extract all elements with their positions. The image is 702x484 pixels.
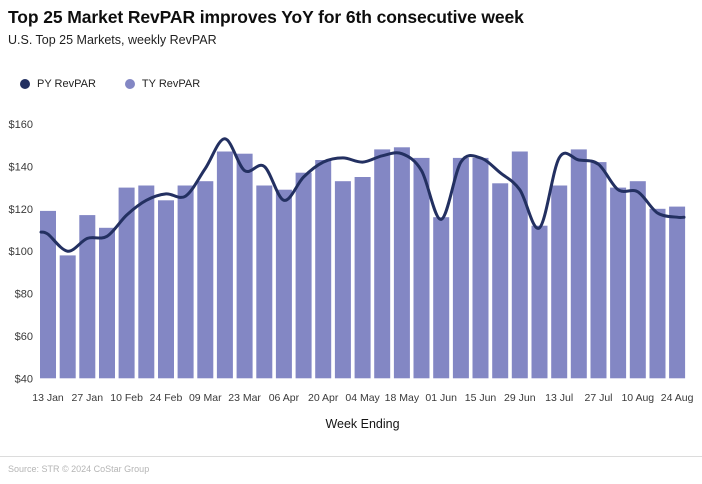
ty-legend-dot-icon xyxy=(124,79,135,89)
revpar-bar-line-chart: $40 $60 $80 $100 $120 $140 $160 13 Jan 27 Jan 10 … xyxy=(9,119,694,404)
x-axis-tick-label: 13 Jul xyxy=(545,392,573,404)
x-axis-tick-label: 06 Apr xyxy=(269,392,300,404)
ty-revpar-bar xyxy=(118,187,135,379)
page-title: Top 25 Market RevPAR improves YoY for 6t… xyxy=(8,7,524,27)
ty-revpar-bar xyxy=(99,227,115,379)
y-axis-tick-label: $60 xyxy=(15,331,33,343)
x-axis-tick-label: 10 Aug xyxy=(621,392,654,404)
footer-divider xyxy=(0,456,702,457)
x-axis-tick-label: 13 Jan xyxy=(32,392,64,404)
ty-revpar-bar xyxy=(295,172,312,379)
x-axis-tick-label: 24 Feb xyxy=(150,392,183,404)
legend-item-py-revpar: PY RevPAR xyxy=(20,78,96,90)
ty-revpar-bar xyxy=(452,157,469,379)
ty-revpar-bar xyxy=(590,162,607,379)
x-axis-tick-label: 27 Jul xyxy=(584,392,612,404)
ty-revpar-bar xyxy=(158,200,174,379)
x-axis-title: Week Ending xyxy=(325,417,400,431)
y-axis-tick-label: $100 xyxy=(9,246,33,258)
ty-revpar-bar xyxy=(413,157,430,379)
ty-revpar-bar xyxy=(374,149,391,379)
source-attribution: Source: STR © 2024 CoStar Group xyxy=(8,464,150,474)
x-axis-tick-label: 04 May xyxy=(345,392,380,404)
ty-revpar-bar xyxy=(629,181,646,379)
chart-legend: PY RevPAR TY RevPAR xyxy=(20,78,200,90)
x-axis-tick-label: 24 Aug xyxy=(661,392,694,404)
ty-revpar-bar xyxy=(256,185,273,379)
ty-revpar-bar xyxy=(177,185,194,379)
ty-revpar-bar xyxy=(472,157,489,379)
ty-revpar-bar xyxy=(492,183,509,379)
ty-revpar-bar xyxy=(393,147,410,379)
py-legend-dot-icon xyxy=(20,79,30,89)
ty-revpar-bar xyxy=(334,181,351,379)
x-axis-tick-label: 18 May xyxy=(385,392,420,404)
ty-revpar-bar xyxy=(79,215,96,379)
y-axis-tick-label: $140 xyxy=(9,161,33,173)
y-axis-tick-label: $40 xyxy=(15,373,33,385)
y-axis-tick-label: $160 xyxy=(9,119,33,131)
py-revpar-line xyxy=(39,137,686,253)
ty-revpar-bar xyxy=(216,151,233,379)
y-axis-tick-label: $80 xyxy=(15,289,33,301)
x-axis-tick-label: 10 Feb xyxy=(110,392,143,404)
x-axis-tick-label: 29 Jun xyxy=(504,392,536,404)
ty-revpar-bar xyxy=(59,255,76,379)
x-axis-tick-label: 27 Jan xyxy=(72,392,104,404)
chart-subtitle: U.S. Top 25 Markets, weekly RevPAR xyxy=(8,33,217,47)
x-axis-tick-label: 23 Mar xyxy=(228,392,261,404)
legend-label-py: PY RevPAR xyxy=(37,78,96,90)
ty-revpar-bar xyxy=(354,177,371,379)
ty-revpar-bar xyxy=(40,210,56,379)
ty-revpar-bar xyxy=(570,149,587,379)
ty-revpar-bar xyxy=(433,217,450,379)
ty-revpar-bar xyxy=(551,185,568,379)
ty-revpar-bar xyxy=(236,153,253,379)
y-axis-tick-label: $120 xyxy=(9,204,33,216)
ty-revpar-bar xyxy=(315,160,332,379)
ty-revpar-bar xyxy=(531,225,548,379)
legend-item-ty-revpar: TY RevPAR xyxy=(124,78,201,90)
x-axis-tick-label: 20 Apr xyxy=(308,392,339,404)
ty-revpar-bar xyxy=(669,206,686,379)
ty-revpar-bar xyxy=(649,208,666,379)
ty-revpar-bar xyxy=(197,181,214,379)
x-axis-tick-label: 01 Jun xyxy=(425,392,457,404)
x-axis-tick-label: 15 Jun xyxy=(465,392,497,404)
x-axis-tick-label: 09 Mar xyxy=(189,392,222,404)
ty-revpar-bar xyxy=(275,189,292,379)
ty-revpar-bar xyxy=(138,185,155,379)
legend-label-ty: TY RevPAR xyxy=(141,78,201,90)
ty-revpar-bar xyxy=(511,151,528,379)
ty-revpar-bar xyxy=(610,187,627,379)
